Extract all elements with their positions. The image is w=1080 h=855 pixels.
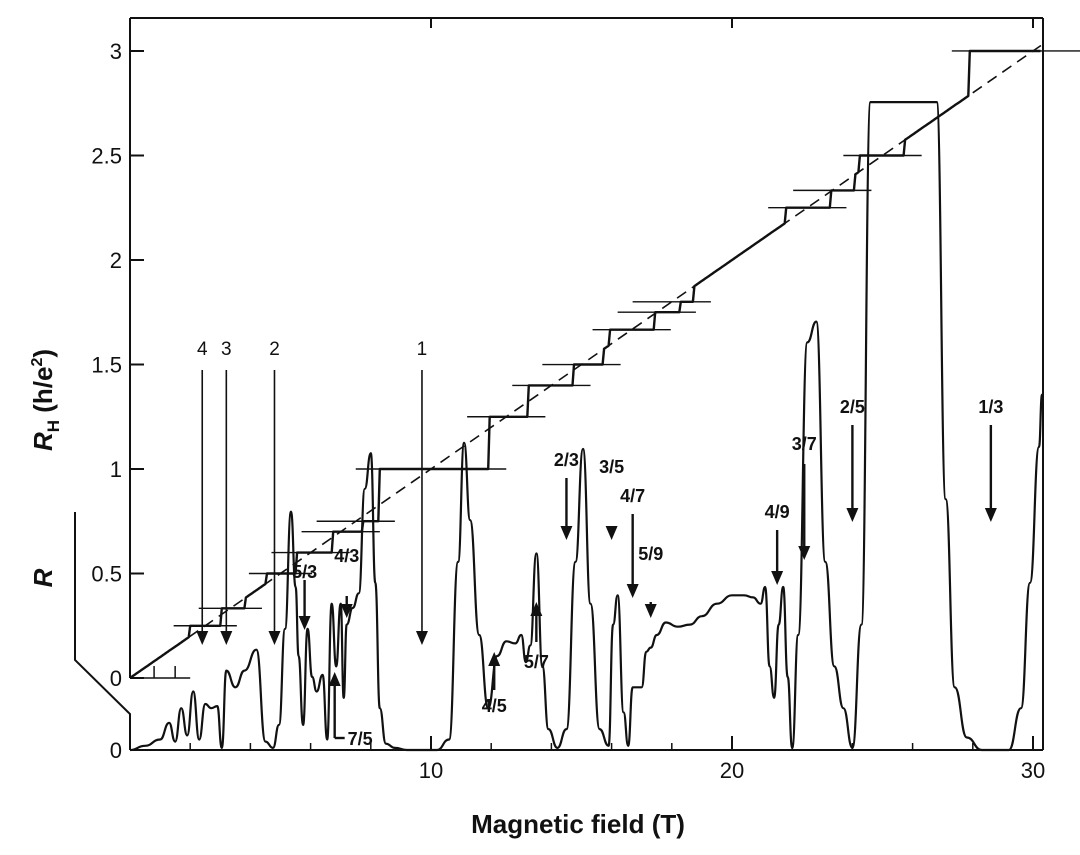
annotation-arrow-head	[798, 546, 811, 560]
x-tick-label: 10	[419, 758, 443, 783]
annotation-1-3: 1/3	[978, 397, 1003, 522]
y-axis-label-r: R	[28, 568, 58, 587]
annotation-label: 2/5	[840, 397, 865, 417]
annotation-arrow-head	[298, 616, 311, 630]
annotation-label: 5/3	[292, 562, 317, 582]
annotation-5-7: 5/7	[524, 602, 549, 672]
y-tick-label-hall: 2.5	[91, 144, 122, 169]
annotation-arrow-head	[488, 652, 501, 666]
annotation-label: 2/3	[554, 450, 579, 470]
y-tick-label-hall: 2	[110, 248, 122, 273]
annotation-arrow-head	[846, 508, 859, 522]
annotation-arrow-head	[340, 604, 353, 618]
annotation-arrow-head	[605, 526, 618, 540]
annotation-label: 4	[197, 339, 208, 360]
annotation-label: 3/7	[792, 434, 817, 454]
x-axis-label: Magnetic field (T)	[471, 809, 685, 839]
annotation-arrow-head	[530, 602, 543, 616]
x-tick-label: 30	[1021, 758, 1045, 783]
annotation-4-7: 4/7	[620, 486, 645, 598]
annotation-label: 4/3	[334, 546, 359, 566]
annotation-label: 5/7	[524, 652, 549, 672]
annotation-arrow-head	[268, 631, 281, 645]
annotation-arrow-head	[415, 631, 428, 645]
annotation-arrow-head	[328, 672, 341, 686]
annotation-arrow-head	[644, 604, 657, 618]
y-axis-label-hall-sub: H	[44, 420, 63, 432]
y-axis-label-hall: RH (h/e2)	[28, 349, 63, 451]
annotation-label: 4/7	[620, 486, 645, 506]
hall-resistance-curve	[129, 49, 1041, 679]
annotation-arrow-head	[626, 584, 639, 598]
annotation-arrow-head	[196, 631, 209, 645]
annotation-7-5: 7/5	[328, 672, 373, 749]
annotation-2-5: 2/5	[840, 397, 865, 522]
annotation-label: 4/9	[765, 502, 790, 522]
annotation-3-5: 3/5	[599, 457, 624, 540]
y-tick-label-hall: 3	[110, 39, 122, 64]
annotation-label: 1	[417, 339, 428, 360]
annotation-1: 1	[415, 339, 428, 645]
annotation-3: 3	[220, 339, 233, 645]
x-tick-label: 20	[720, 758, 744, 783]
y-axis-label-hall-unit-close: )	[28, 349, 58, 358]
annotation-arrow-head	[560, 526, 573, 540]
y-axis-r-bracket	[74, 512, 131, 750]
annotation-4-5: 4/5	[482, 652, 507, 716]
annotation-label: 3/5	[599, 457, 624, 477]
annotation-arrow-head	[220, 631, 233, 645]
y-tick-label-hall: 1.5	[91, 353, 122, 378]
y-tick-label-hall: 1	[110, 457, 122, 482]
y-tick-label-r: 0	[110, 738, 122, 763]
annotation-2-3: 2/3	[554, 450, 579, 540]
annotation-label: 7/5	[348, 729, 373, 749]
annotation-5-3: 5/3	[292, 562, 317, 630]
annotation-2: 2	[268, 339, 281, 645]
annotation-label: 2	[269, 339, 280, 360]
annotation-arrow-head	[984, 508, 997, 522]
annotation-3-7: 3/7	[792, 434, 817, 560]
annotation-label: 1/3	[978, 397, 1003, 417]
annotation-4: 4	[196, 339, 209, 645]
y-axis-label-hall-unit-sup: 2	[29, 358, 46, 367]
y-tick-label-hall: 0	[110, 666, 122, 691]
annotation-4-3: 4/3	[334, 546, 359, 618]
annotation-label: 3	[221, 339, 232, 360]
y-axis-label-hall-unit-open: (h/e	[28, 367, 58, 420]
y-tick-label-hall: 0.5	[91, 562, 122, 587]
longitudinal-resistance-curve	[129, 100, 1044, 752]
y-axis-label-hall-main: R	[28, 432, 58, 451]
annotation-4-9: 4/9	[765, 502, 790, 585]
annotation-label: 4/5	[482, 696, 507, 716]
annotation-5-9: 5/9	[638, 544, 663, 618]
annotation-label: 5/9	[638, 544, 663, 564]
annotation-arrow-head	[771, 571, 784, 585]
